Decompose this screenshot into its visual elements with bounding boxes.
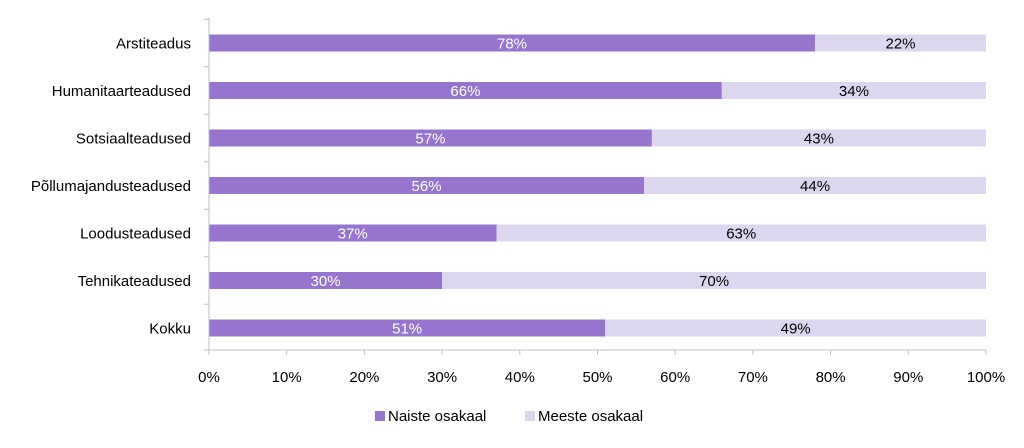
category-labels: Arstiteadus Humanitaarteadused Sotsiaaltea…	[31, 36, 191, 338]
category-label-1: Humanitaarteadused	[52, 83, 191, 100]
data-label-meeste-6: 49%	[781, 321, 811, 338]
x-tick-label-2: 20%	[349, 369, 379, 386]
legend-label-meeste: Meeste osakaal	[538, 408, 643, 425]
data-label-naiste-6: 51%	[392, 321, 422, 338]
legend-swatch-meeste	[525, 411, 535, 421]
legend-label-naiste: Naiste osakaal	[388, 408, 486, 425]
data-label-naiste-5: 30%	[311, 273, 341, 290]
category-label-4: Loodusteadused	[80, 226, 191, 243]
data-label-meeste-5: 70%	[699, 273, 729, 290]
category-label-0: Arstiteadus	[116, 36, 191, 53]
x-tick-label-1: 10%	[272, 369, 302, 386]
data-label-naiste-4: 37%	[338, 226, 368, 243]
x-tick-label-4: 40%	[505, 369, 535, 386]
category-label-2: Sotsiaalteadused	[76, 131, 191, 148]
stacked-bar-chart: 78% 22% 66% 34% 57% 43% 56% 44% 37% 63% 30% 70% 51% 4…	[0, 0, 1024, 443]
x-tick-label-8: 80%	[816, 369, 846, 386]
data-label-meeste-3: 44%	[800, 178, 830, 195]
data-label-naiste-2: 57%	[415, 131, 445, 148]
x-tick-label-10: 100%	[967, 369, 1005, 386]
category-label-3: Põllumajandusteadused	[31, 178, 191, 195]
x-tick-label-9: 90%	[893, 369, 923, 386]
category-label-6: Kokku	[149, 321, 191, 338]
data-label-naiste-0: 78%	[497, 36, 527, 53]
legend-swatch-naiste	[375, 411, 385, 421]
x-tick-label-0: 0%	[198, 369, 220, 386]
bars-group: 78% 22% 66% 34% 57% 43% 56% 44% 37% 63% 30% 70% 51% 4…	[209, 35, 986, 338]
x-tick-label-6: 60%	[660, 369, 690, 386]
x-tick-label-3: 30%	[427, 369, 457, 386]
x-tick-label-7: 70%	[738, 369, 768, 386]
x-tick-label-5: 50%	[582, 369, 612, 386]
data-label-meeste-0: 22%	[886, 36, 916, 53]
chart-container: 78% 22% 66% 34% 57% 43% 56% 44% 37% 63% 30% 70% 51% 4…	[0, 0, 1024, 443]
category-label-5: Tehnikateadused	[78, 273, 191, 290]
legend: Naiste osakaal Meeste osakaal	[375, 408, 643, 425]
data-label-meeste-2: 43%	[804, 131, 834, 148]
data-label-meeste-1: 34%	[839, 83, 869, 100]
data-label-naiste-1: 66%	[450, 83, 480, 100]
data-label-meeste-4: 63%	[726, 226, 756, 243]
data-label-naiste-3: 56%	[412, 178, 442, 195]
